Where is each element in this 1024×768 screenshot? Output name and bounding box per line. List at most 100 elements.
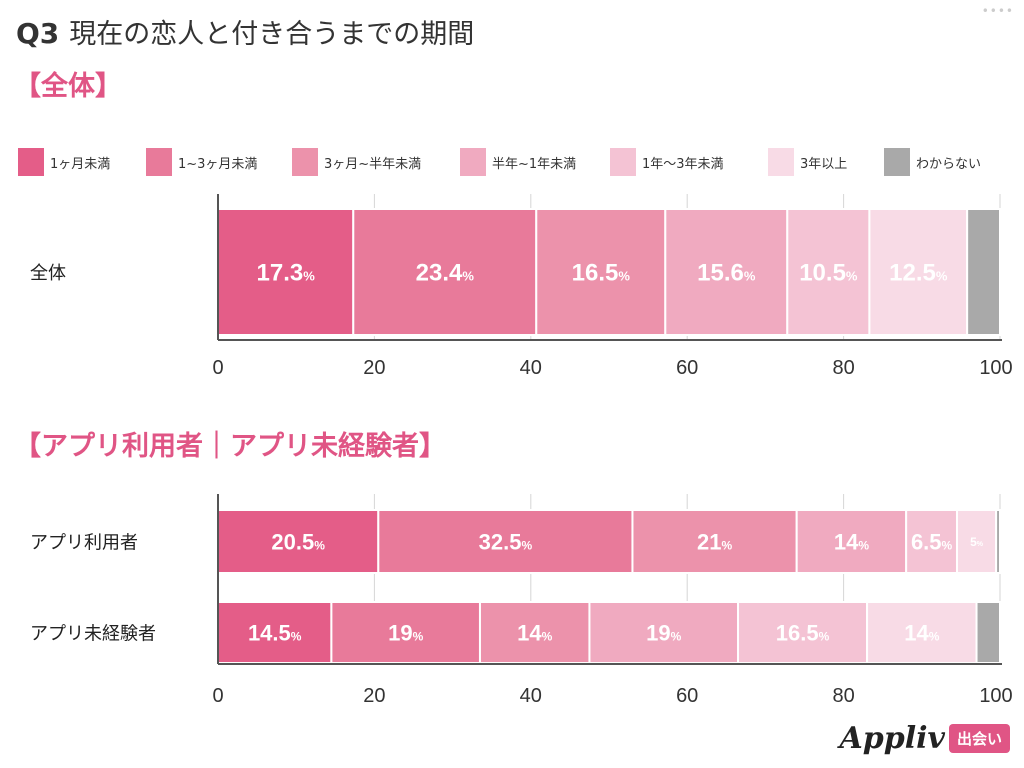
data-label: 14% — [517, 620, 552, 645]
legend-swatch — [768, 148, 794, 176]
legend-swatch — [610, 148, 636, 176]
data-label-value: 14.5 — [248, 620, 291, 645]
legend-label: 半年~1年未満 — [492, 156, 577, 172]
legend-item: 1年〜3年未満 — [610, 148, 724, 176]
legend-swatch — [146, 148, 172, 176]
data-label: 14% — [904, 620, 939, 645]
data-label: 32.5% — [479, 529, 533, 554]
data-label: 12.5% — [889, 260, 948, 287]
bar-segment — [217, 208, 355, 336]
menu-dots-icon: •••• — [981, 4, 1014, 18]
data-label-percent: % — [618, 269, 630, 284]
x-tick-label: 20 — [363, 357, 385, 379]
data-label: 10.5% — [799, 260, 858, 287]
data-label-value: 16.5 — [776, 620, 819, 645]
data-label: 17.3% — [257, 260, 316, 287]
data-label-percent: % — [942, 538, 953, 552]
data-label-value: 23.4 — [416, 260, 463, 287]
bar-segment — [905, 509, 958, 574]
data-label-value: 20.5 — [271, 529, 314, 554]
legend-swatch — [18, 148, 44, 176]
legend-label: 3年以上 — [800, 156, 848, 172]
data-label-percent: % — [929, 629, 940, 643]
data-label-percent: % — [977, 541, 984, 548]
data-label-percent: % — [819, 629, 830, 643]
data-label-percent: % — [462, 269, 474, 284]
legend-label: 1~3ヶ月未満 — [178, 156, 258, 172]
x-tick-label: 40 — [520, 357, 542, 379]
data-label: 20.5% — [271, 529, 325, 554]
legend-item: 1ヶ月未満 — [18, 148, 110, 176]
legend-swatch — [460, 148, 486, 176]
x-tick-label: 80 — [832, 685, 854, 707]
data-label-percent: % — [721, 538, 732, 552]
bar-segment — [786, 208, 871, 336]
legend-label: 3ヶ月~半年未満 — [324, 156, 422, 172]
bar-segment — [217, 509, 380, 574]
section-heading-overall: 【全体】 — [14, 71, 122, 102]
x-tick-label: 0 — [212, 357, 223, 379]
data-label-value: 5 — [970, 535, 977, 549]
data-label-value: 19 — [646, 620, 670, 645]
bar-segment — [795, 509, 908, 574]
section-heading-compare: 【アプリ利用者｜アプリ未経験者】 — [14, 431, 446, 462]
legend-item: 3ヶ月~半年未満 — [292, 148, 421, 176]
data-label: 19% — [646, 620, 681, 645]
bar-segment — [975, 601, 1001, 664]
category-label: 全体 — [30, 263, 66, 284]
data-label-percent: % — [846, 269, 858, 284]
bar-segment — [995, 509, 1002, 574]
legend-item: 半年~1年未満 — [460, 148, 576, 176]
data-label-value: 12.5 — [889, 260, 936, 287]
question-title: 現在の恋人と付き合うまでの期間 — [69, 19, 475, 50]
data-label-value: 6.5 — [911, 529, 942, 554]
data-label-percent: % — [671, 629, 682, 643]
data-label-percent: % — [936, 269, 948, 284]
data-label-percent: % — [521, 538, 532, 552]
data-label-percent: % — [413, 629, 424, 643]
category-label: アプリ未経験者 — [30, 624, 156, 645]
data-label-value: 17.3 — [257, 260, 304, 287]
bar-segment — [955, 509, 998, 574]
legend-swatch — [292, 148, 318, 176]
x-tick-label: 60 — [676, 685, 698, 707]
bar-segment — [352, 208, 538, 336]
data-label: 16.5% — [572, 260, 631, 287]
brand-tag: 出会い — [948, 724, 1010, 753]
legend-label: 1年〜3年未満 — [642, 156, 724, 172]
bar-segment — [631, 509, 798, 574]
data-label-value: 10.5 — [799, 260, 846, 287]
legend-label: わからない — [916, 156, 982, 172]
data-label-value: 21 — [697, 529, 721, 554]
data-label: 23.4% — [416, 260, 475, 287]
data-label-value: 15.6 — [697, 260, 744, 287]
category-label: アプリ利用者 — [30, 533, 138, 554]
bar-segment — [330, 601, 481, 664]
data-label: 16.5% — [776, 620, 830, 645]
data-label-percent: % — [858, 538, 869, 552]
data-label-value: 16.5 — [572, 260, 619, 287]
legend-item: 1~3ヶ月未満 — [146, 148, 257, 176]
data-label-value: 14 — [834, 529, 859, 554]
data-label-percent: % — [291, 629, 302, 643]
bar-segment — [478, 601, 591, 664]
data-label-value: 14 — [517, 620, 542, 645]
legend: 1ヶ月未満 1~3ヶ月未満 3ヶ月~半年未満 半年~1年未満 1年〜3年未満 3年以上 わか… — [0, 148, 1024, 180]
legend-label: 1ヶ月未満 — [50, 156, 111, 172]
x-tick-label: 0 — [212, 685, 223, 707]
data-label: 21% — [697, 529, 732, 554]
chart-title: Q3 現在の恋人と付き合うまでの期間 — [16, 12, 474, 51]
data-label: 14% — [834, 529, 869, 554]
data-label-percent: % — [303, 269, 315, 284]
data-label-value: 14 — [904, 620, 929, 645]
bar-segment — [868, 208, 969, 336]
data-label-percent: % — [542, 629, 553, 643]
data-label: 15.6% — [697, 260, 756, 287]
data-label: 14.5% — [248, 620, 302, 645]
data-label: 5% — [970, 535, 984, 549]
bar-segment — [664, 208, 789, 336]
brand-name: Appliv — [839, 721, 945, 756]
x-tick-label: 40 — [520, 685, 542, 707]
x-tick-label: 80 — [832, 357, 854, 379]
